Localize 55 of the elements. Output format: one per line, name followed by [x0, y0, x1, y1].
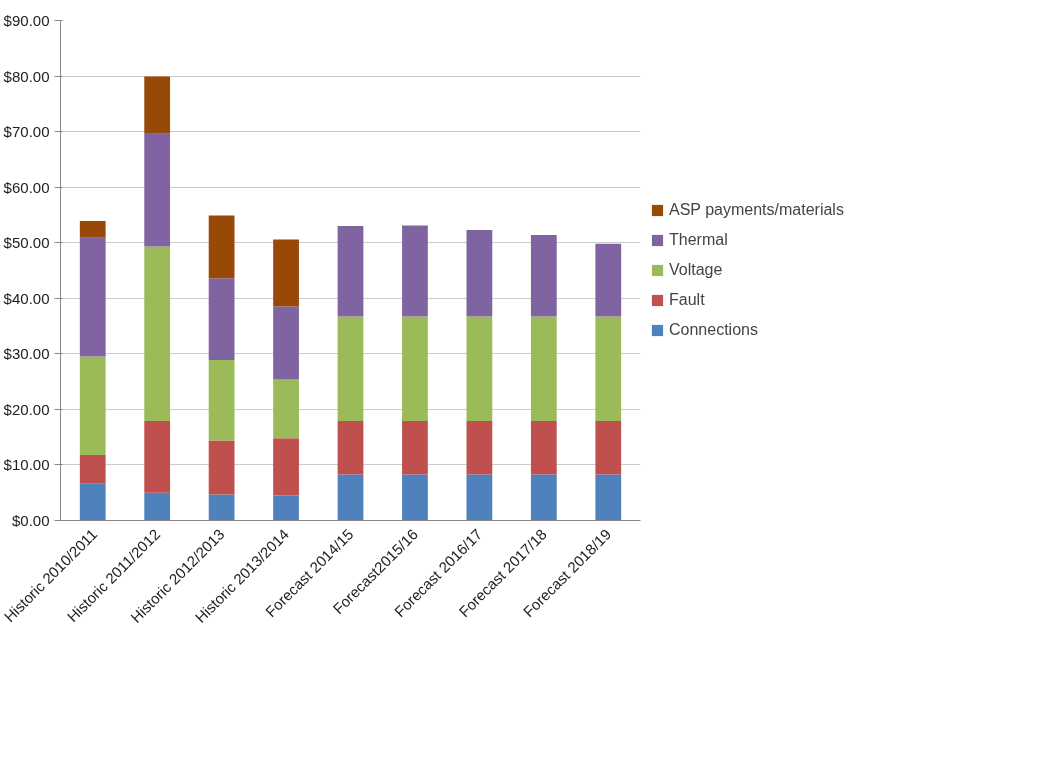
bar — [402, 474, 428, 521]
bar — [466, 474, 493, 521]
bar — [337, 474, 364, 521]
y-tick-label: $20.00 — [3, 400, 50, 418]
bar — [466, 421, 493, 475]
bar — [530, 474, 557, 521]
bar — [595, 474, 622, 521]
bar — [337, 421, 364, 475]
bar — [208, 278, 235, 360]
legend-label: ASP payments/materials — [669, 201, 844, 219]
bar — [273, 438, 299, 496]
bar — [208, 440, 235, 495]
bar — [144, 421, 171, 493]
bar — [208, 359, 235, 441]
bar — [595, 316, 622, 422]
y-tick-label: $70.00 — [3, 123, 50, 141]
bar — [79, 454, 106, 484]
legend-label: Fault — [669, 291, 705, 309]
bar — [530, 316, 557, 422]
bar — [79, 221, 106, 238]
bar — [273, 306, 299, 380]
y-tick-label: $40.00 — [3, 289, 50, 307]
y-tick-label: $10.00 — [3, 456, 50, 474]
y-tick-label: $50.00 — [3, 234, 50, 252]
bar — [466, 229, 493, 317]
bar — [530, 234, 557, 317]
y-tick-label: $30.00 — [3, 345, 50, 363]
bar — [208, 494, 235, 521]
bar — [466, 316, 493, 422]
bar — [79, 237, 106, 357]
bar — [402, 421, 428, 475]
y-tick-label: $80.00 — [3, 67, 50, 85]
bar — [144, 76, 171, 134]
bar — [79, 356, 106, 455]
y-tick-label: $60.00 — [3, 178, 50, 196]
bar — [402, 225, 428, 317]
bar — [273, 495, 299, 521]
bar — [595, 421, 622, 475]
bar — [595, 243, 622, 317]
bar — [79, 483, 106, 521]
legend-label: Voltage — [669, 261, 723, 279]
bar — [273, 239, 299, 307]
bar — [402, 316, 428, 422]
bar — [530, 421, 557, 475]
bar — [208, 215, 235, 279]
legend-label: Thermal — [669, 231, 728, 249]
y-tick-label: $0.00 — [11, 512, 50, 529]
bar — [144, 492, 171, 521]
bar — [273, 379, 299, 439]
legend-label: Connections — [669, 321, 758, 339]
bar — [337, 316, 364, 422]
y-tick-label: $90.00 — [3, 12, 50, 29]
bar — [144, 133, 171, 247]
bar — [337, 226, 364, 317]
bar — [144, 246, 171, 422]
